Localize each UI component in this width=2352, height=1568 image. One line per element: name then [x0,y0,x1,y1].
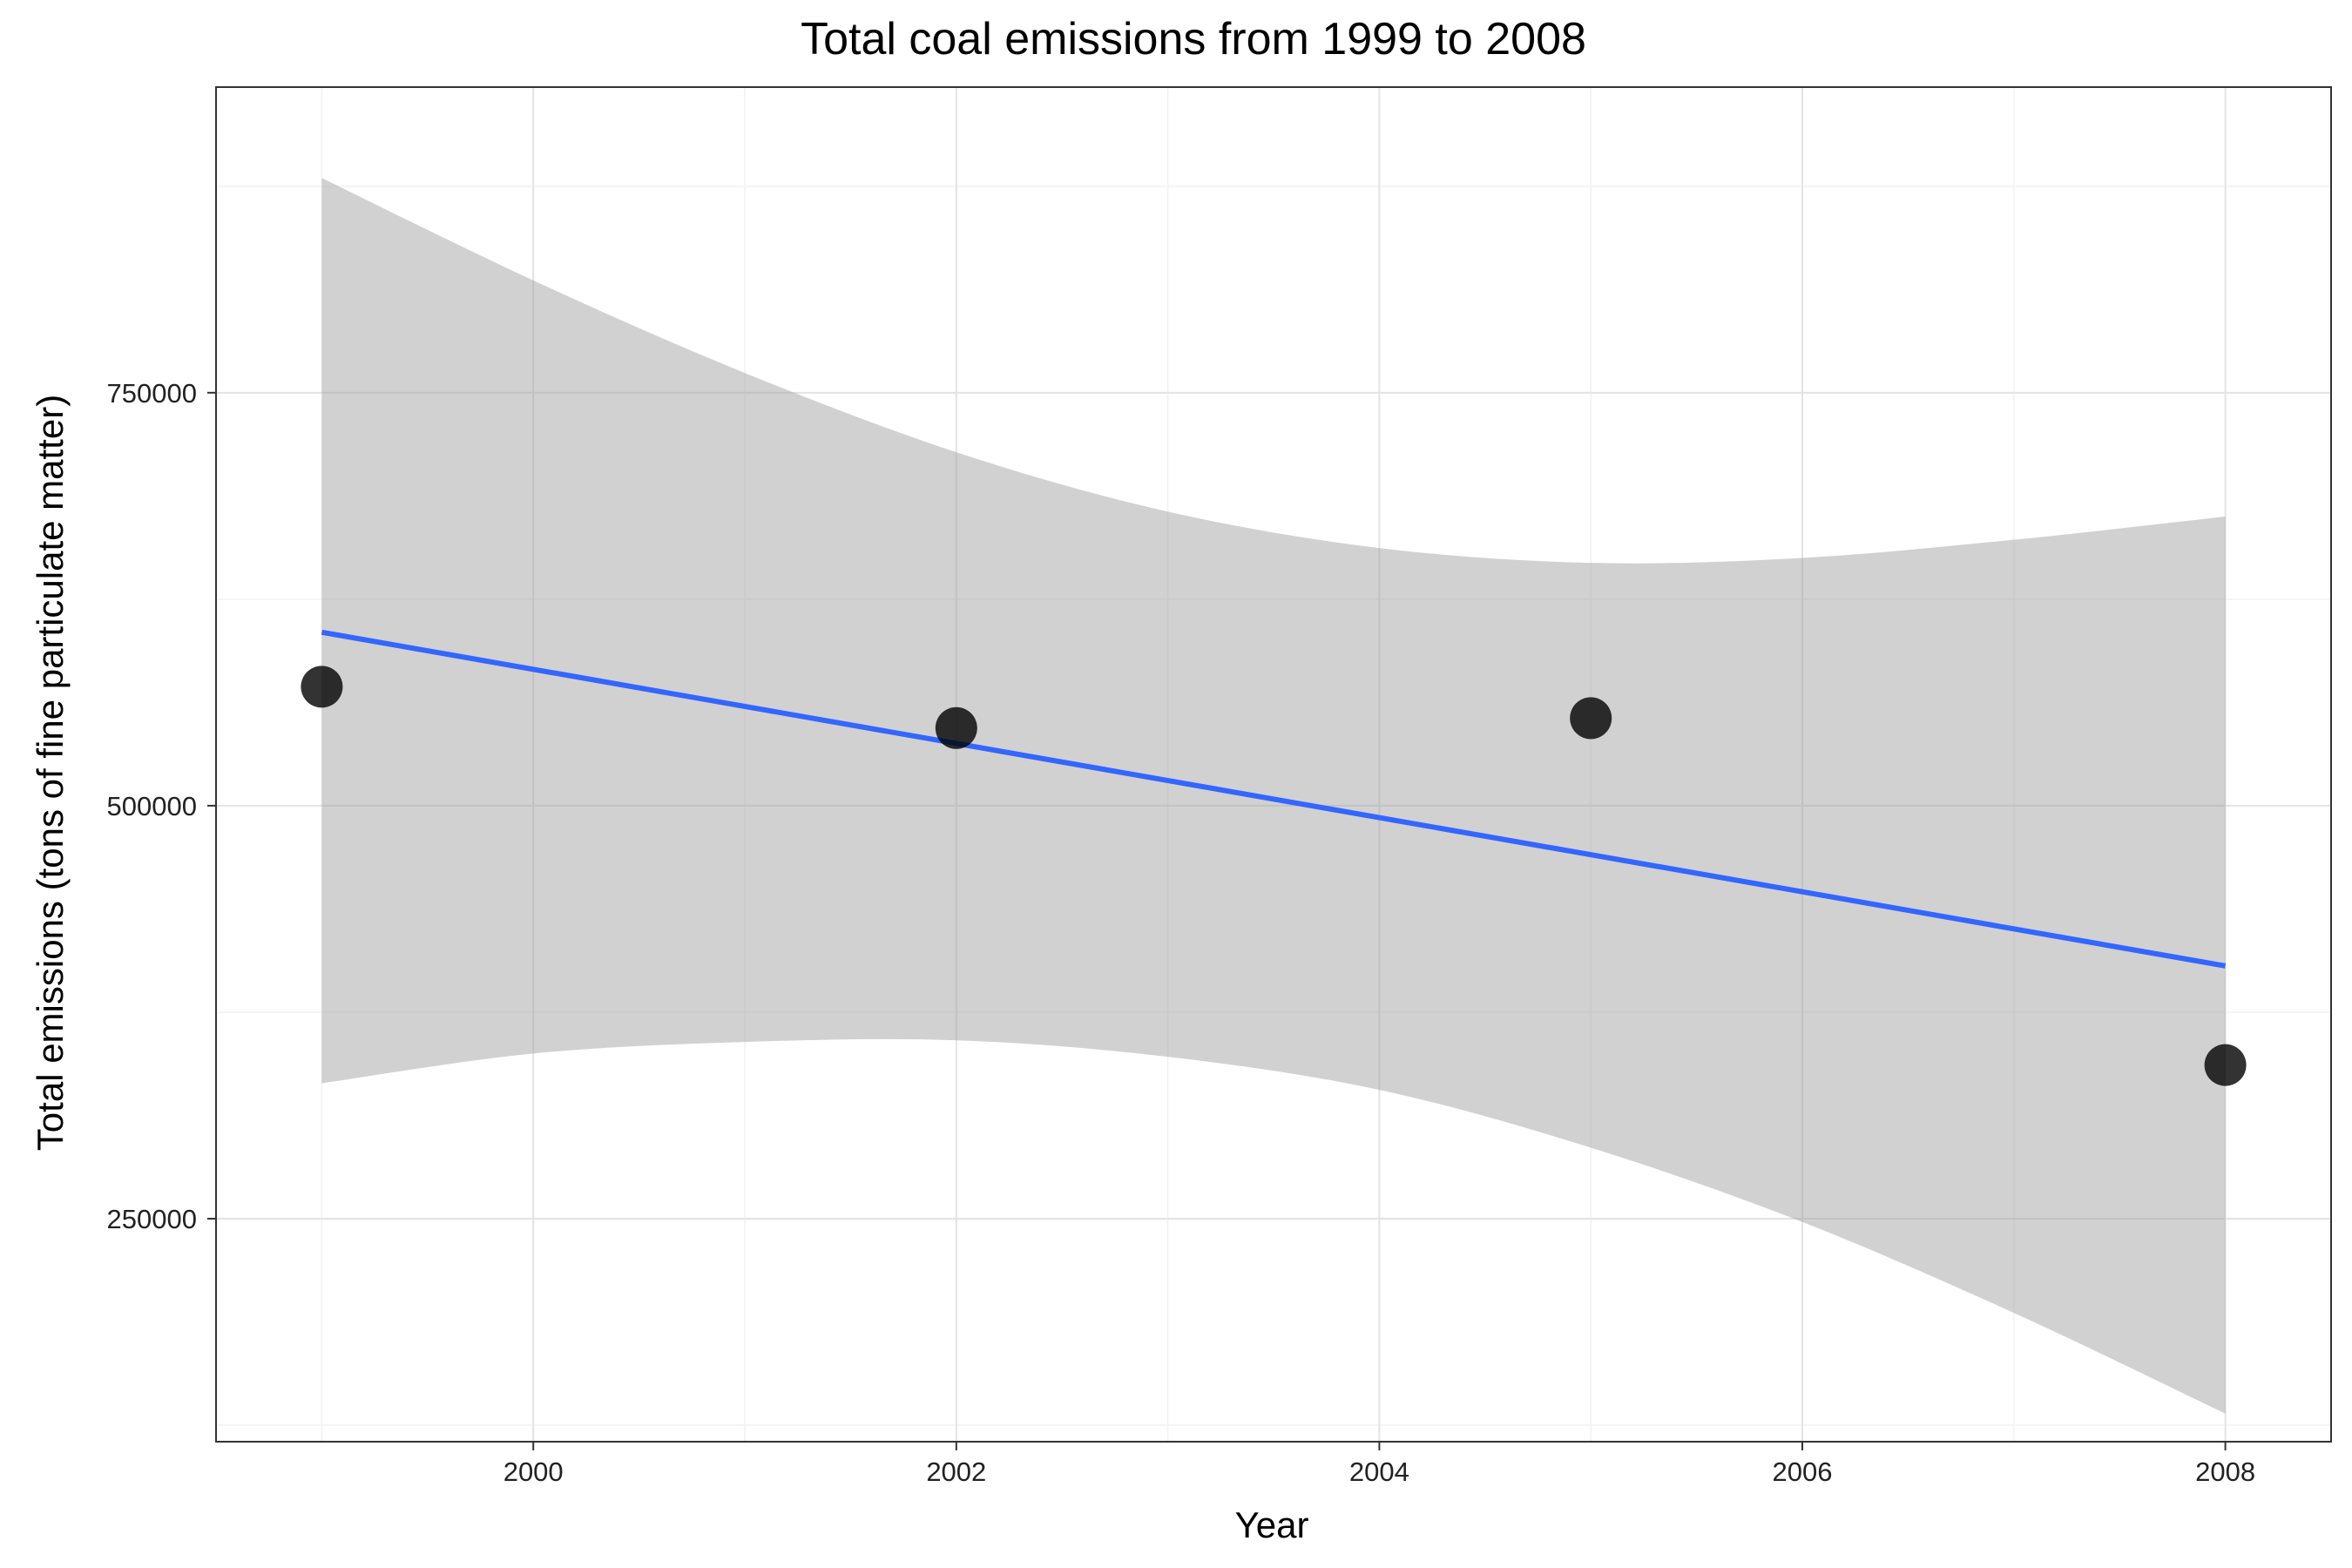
y-tick-label: 750000 [107,378,197,409]
x-tick-label: 2004 [1349,1456,1409,1487]
data-point [1570,697,1612,740]
data-point [2204,1044,2247,1086]
chart-title: Total coal emissions from 1999 to 2008 [801,14,1586,64]
x-axis-title: Year [1235,1504,1309,1545]
x-tick-label: 2006 [1773,1456,1833,1487]
x-tick-label: 2008 [2195,1456,2255,1487]
x-axis: 2000 2002 2004 2006 2008 [504,1442,2255,1487]
y-tick-label: 500000 [107,791,197,821]
y-axis-title: Total emissions (tons of fine particulat… [30,395,71,1151]
grid-major [216,87,2331,1442]
data-point [935,706,977,749]
data-points [301,666,2247,1086]
confidence-band [321,178,2226,1414]
y-tick-label: 250000 [107,1204,197,1234]
y-axis: 250000 500000 750000 [107,378,216,1234]
x-tick-label: 2000 [504,1456,564,1487]
data-point [301,666,343,708]
x-tick-label: 2002 [926,1456,986,1487]
trend-line [321,629,2227,969]
plot-border [215,86,2332,1443]
grid-minor [216,87,2331,1442]
